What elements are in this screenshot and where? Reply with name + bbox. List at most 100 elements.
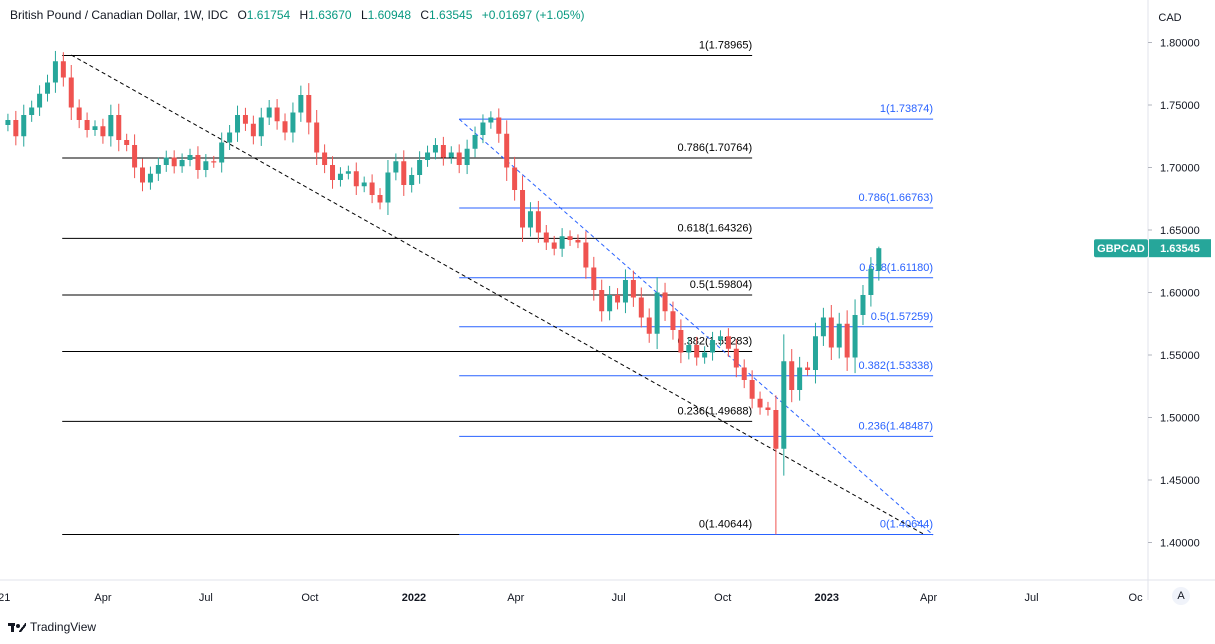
candle-body — [543, 232, 549, 243]
trend-line-blue — [458, 118, 934, 536]
candle — [583, 231, 589, 279]
candle — [812, 322, 818, 384]
axis-layer: CAD 1.80000 1.75000 1.70000 1.65000 1.60000 1.… — [0, 0, 1215, 604]
candle — [535, 200, 541, 243]
time-tick-label: 021 — [0, 592, 10, 604]
candle — [432, 138, 438, 160]
price-tick-label: 1.50000 — [1160, 413, 1200, 425]
candle — [290, 102, 296, 143]
time-tick-label: Apr — [920, 592, 937, 604]
candle — [836, 312, 842, 359]
fib-level-label: 0.236(1.49688) — [678, 405, 753, 417]
candle — [670, 301, 676, 340]
candle-body — [353, 171, 359, 187]
candle-body — [551, 242, 557, 249]
candle-body — [274, 107, 280, 122]
candle-body — [235, 115, 241, 133]
time-tick-label: 2022 — [402, 592, 426, 604]
candle-body — [227, 132, 233, 143]
candle-body — [662, 292, 668, 312]
candle — [472, 126, 478, 158]
candle-body — [37, 93, 43, 108]
candle-body — [369, 182, 375, 195]
candle — [630, 270, 636, 307]
candle — [622, 269, 628, 314]
symbol-badge — [1094, 239, 1148, 258]
candle-body — [242, 115, 248, 124]
candle — [504, 120, 510, 181]
time-tick-label: Jul — [199, 592, 213, 604]
candle-body — [852, 315, 858, 358]
candle-body — [314, 122, 320, 153]
symbol-title: British Pound / Canadian Dollar, 1W, IDC — [10, 8, 229, 22]
time-tick-label: Apr — [507, 592, 524, 604]
candle-body — [401, 161, 407, 185]
close-label: C — [420, 8, 430, 22]
fib-level-label: 0.236(1.48487) — [858, 420, 933, 432]
candle-body — [876, 248, 882, 271]
candle — [805, 361, 811, 376]
fib-primary: 1(1.78965) 0.786(1.70764) 0.618(1.64326) 0.… — [62, 39, 753, 535]
candle-body — [5, 120, 11, 125]
candle — [250, 115, 256, 145]
candle — [100, 118, 106, 144]
candle-body — [646, 317, 652, 334]
candle-body — [599, 290, 605, 312]
candle-body — [84, 120, 90, 130]
fib-layer: 1(1.78965) 0.786(1.70764) 0.618(1.64326) 0.… — [62, 39, 934, 535]
candle — [52, 50, 58, 93]
candle-body — [567, 236, 573, 240]
candle — [543, 225, 549, 250]
candle-body — [195, 155, 201, 170]
price-tick-label: 1.65000 — [1160, 225, 1200, 237]
candle-body — [868, 268, 874, 295]
candle-body — [432, 145, 438, 153]
time-tick-label: Oc — [1129, 592, 1144, 604]
candle-body — [132, 145, 138, 168]
candle-body — [68, 77, 74, 108]
candle — [733, 339, 739, 378]
candle — [187, 148, 193, 167]
candle — [219, 132, 225, 173]
candle-body — [306, 95, 312, 123]
price-badge-label: 1.63545 — [1160, 243, 1200, 255]
candle — [37, 85, 43, 116]
candle-body — [733, 348, 739, 368]
candle — [646, 308, 652, 343]
auto-scale-button[interactable]: A — [1172, 587, 1190, 605]
candle — [417, 151, 423, 184]
candle — [615, 288, 621, 310]
candle-body — [670, 311, 676, 330]
candle — [496, 108, 502, 143]
candle-body — [472, 135, 478, 149]
candle — [108, 104, 114, 147]
candle-body — [440, 145, 446, 158]
tradingview-logo[interactable]: TradingView — [8, 620, 96, 634]
candle — [828, 305, 834, 360]
fib-level-label: 0.382(1.53338) — [858, 360, 933, 372]
candle — [488, 111, 494, 129]
time-tick-label: Oct — [714, 592, 731, 604]
candle-body — [836, 323, 842, 348]
candle — [163, 150, 169, 172]
candle-layer — [5, 50, 882, 535]
fib-level-label: 0.786(1.70764) — [678, 142, 753, 154]
candle-body — [282, 121, 288, 133]
candle-body — [60, 61, 66, 78]
candle — [147, 166, 153, 190]
candle-body — [702, 352, 708, 358]
candle-body — [409, 175, 415, 185]
candle — [456, 144, 462, 174]
candle-body — [710, 340, 716, 353]
candle-body — [622, 280, 628, 303]
candle-body — [820, 317, 826, 337]
candle — [480, 114, 486, 144]
candle — [195, 146, 201, 179]
fib-level-label: 0(1.40644) — [699, 518, 752, 530]
candle-body — [725, 336, 731, 349]
candle — [551, 235, 557, 256]
candle — [385, 160, 391, 215]
candle — [171, 150, 177, 174]
